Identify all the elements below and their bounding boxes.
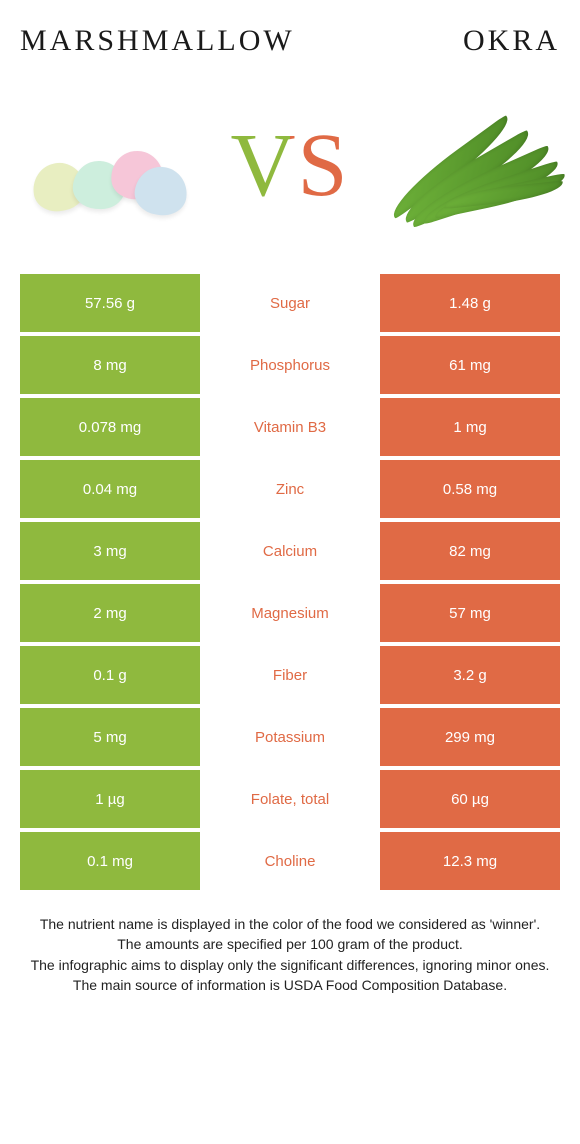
- left-value-cell: 3 mg: [20, 522, 200, 580]
- nutrient-label-cell: Sugar: [204, 274, 376, 332]
- right-value-cell: 0.58 mg: [380, 460, 560, 518]
- header-row: Marshmallow Okra: [20, 24, 560, 58]
- right-value-cell: 1 mg: [380, 398, 560, 456]
- left-value-cell: 57.56 g: [20, 274, 200, 332]
- table-row: 0.1 mgCholine12.3 mg: [20, 832, 560, 890]
- image-vs-row: VS: [20, 76, 560, 256]
- left-value-cell: 5 mg: [20, 708, 200, 766]
- right-value-cell: 3.2 g: [380, 646, 560, 704]
- nutrient-label-cell: Phosphorus: [204, 336, 376, 394]
- nutrient-label-cell: Calcium: [204, 522, 376, 580]
- table-row: 57.56 gSugar1.48 g: [20, 274, 560, 332]
- nutrient-label-cell: Vitamin B3: [204, 398, 376, 456]
- nutrient-label-cell: Fiber: [204, 646, 376, 704]
- footnote-line: The infographic aims to display only the…: [30, 955, 550, 975]
- nutrient-label-cell: Magnesium: [204, 584, 376, 642]
- vs-label: VS: [230, 121, 349, 211]
- left-value-cell: 1 µg: [20, 770, 200, 828]
- footnote-line: The main source of information is USDA F…: [30, 975, 550, 995]
- right-value-cell: 1.48 g: [380, 274, 560, 332]
- table-row: 2 mgMagnesium57 mg: [20, 584, 560, 642]
- left-value-cell: 0.078 mg: [20, 398, 200, 456]
- table-row: 5 mgPotassium299 mg: [20, 708, 560, 766]
- nutrient-label-cell: Choline: [204, 832, 376, 890]
- right-food-title: Okra: [463, 24, 560, 58]
- marshmallow-drawing: [25, 111, 195, 221]
- table-row: 3 mgCalcium82 mg: [20, 522, 560, 580]
- footnote-line: The nutrient name is displayed in the co…: [30, 914, 550, 934]
- infographic-container: Marshmallow Okra VS 57.56 gSugar1.48 g8 …: [0, 0, 580, 995]
- left-value-cell: 0.04 mg: [20, 460, 200, 518]
- left-value-cell: 0.1 mg: [20, 832, 200, 890]
- table-row: 0.1 gFiber3.2 g: [20, 646, 560, 704]
- right-food-illustration: [380, 86, 560, 246]
- table-row: 8 mgPhosphorus61 mg: [20, 336, 560, 394]
- right-value-cell: 57 mg: [380, 584, 560, 642]
- left-food-illustration: [20, 86, 200, 246]
- right-value-cell: 82 mg: [380, 522, 560, 580]
- right-value-cell: 299 mg: [380, 708, 560, 766]
- left-food-title: Marshmallow: [20, 24, 295, 58]
- footnote-line: The amounts are specified per 100 gram o…: [30, 934, 550, 954]
- nutrient-label-cell: Zinc: [204, 460, 376, 518]
- table-row: 1 µgFolate, total60 µg: [20, 770, 560, 828]
- left-value-cell: 2 mg: [20, 584, 200, 642]
- right-value-cell: 61 mg: [380, 336, 560, 394]
- table-row: 0.04 mgZinc0.58 mg: [20, 460, 560, 518]
- nutrient-label-cell: Potassium: [204, 708, 376, 766]
- right-value-cell: 60 µg: [380, 770, 560, 828]
- table-row: 0.078 mgVitamin B31 mg: [20, 398, 560, 456]
- right-value-cell: 12.3 mg: [380, 832, 560, 890]
- okra-drawing: [380, 81, 560, 251]
- nutrient-label-cell: Folate, total: [204, 770, 376, 828]
- left-value-cell: 8 mg: [20, 336, 200, 394]
- footnotes: The nutrient name is displayed in the co…: [20, 914, 560, 995]
- left-value-cell: 0.1 g: [20, 646, 200, 704]
- nutrient-comparison-table: 57.56 gSugar1.48 g8 mgPhosphorus61 mg0.0…: [20, 274, 560, 890]
